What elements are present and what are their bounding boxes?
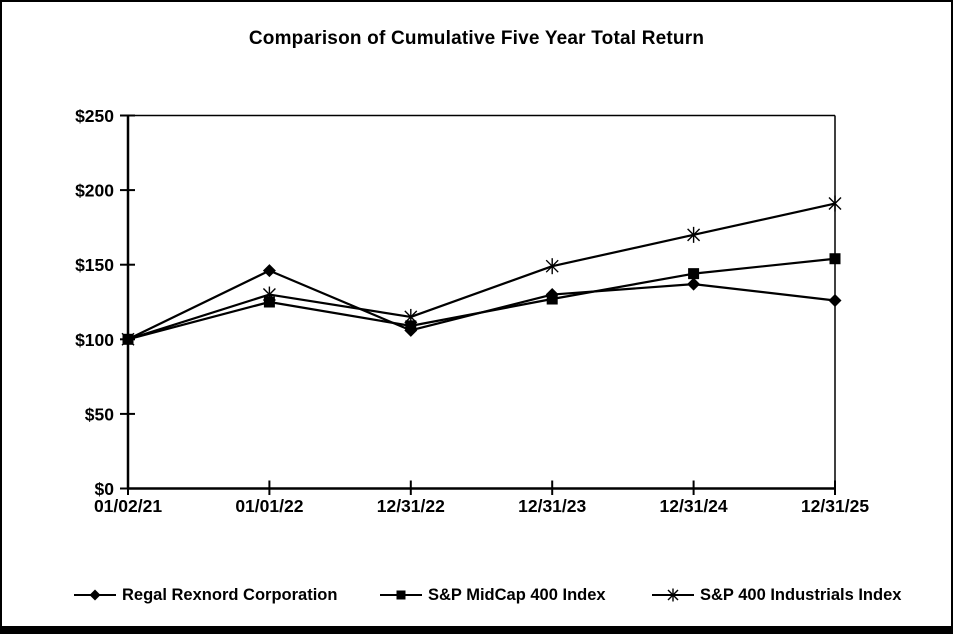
legend-label: S&P 400 Industrials Index xyxy=(700,585,902,604)
x-tick-label: 12/31/24 xyxy=(660,496,728,516)
data-point-diamond xyxy=(828,294,842,308)
data-point-star xyxy=(828,195,842,212)
legend-item-regal-rexnord: Regal Rexnord Corporation xyxy=(74,585,337,605)
data-point-diamond xyxy=(687,277,701,291)
data-point-square xyxy=(405,320,417,332)
data-point-star xyxy=(121,331,135,348)
x-tick-label: 01/02/21 xyxy=(94,496,162,516)
series-line-square xyxy=(127,257,836,341)
data-point-star xyxy=(404,308,418,325)
y-tick-label: $250 xyxy=(75,106,114,126)
diamond-marker-icon xyxy=(74,589,116,601)
chart-legend: Regal Rexnord Corporation S&P MidCap 400… xyxy=(2,585,951,607)
x-tick-label: 12/31/25 xyxy=(801,496,869,516)
legend-label: Regal Rexnord Corporation xyxy=(122,585,338,604)
data-point-square xyxy=(546,293,558,305)
y-tick-label: $200 xyxy=(75,181,114,201)
legend-item-sp-midcap-400: S&P MidCap 400 Index xyxy=(380,585,606,605)
data-point-square xyxy=(829,253,841,265)
x-tick-label: 12/31/22 xyxy=(377,496,445,516)
legend-label: S&P MidCap 400 Index xyxy=(428,585,606,604)
y-tick-label: $150 xyxy=(75,255,114,275)
x-tick-label: 12/31/23 xyxy=(518,496,586,516)
data-point-star xyxy=(262,286,276,303)
y-tick-label: $100 xyxy=(75,330,114,350)
star-marker-icon xyxy=(652,588,694,602)
square-marker-icon xyxy=(380,590,422,600)
y-tick-label: $50 xyxy=(85,404,114,424)
data-point-diamond xyxy=(262,264,276,278)
chart-plot: $0 $50 $100 $150 $200 $250 01/02/21 01/01/22 12/… xyxy=(75,106,869,516)
legend-item-sp-400-industrials: S&P 400 Industrials Index xyxy=(652,585,901,605)
data-point-square xyxy=(688,268,700,280)
series-line-star xyxy=(127,202,836,341)
chart-title: Comparison of Cumulative Five Year Total… xyxy=(248,28,705,49)
y-tick-label: $0 xyxy=(95,479,115,499)
data-point-star xyxy=(687,226,701,243)
data-point-star xyxy=(545,258,559,275)
x-tick-label: 01/01/22 xyxy=(235,496,303,516)
